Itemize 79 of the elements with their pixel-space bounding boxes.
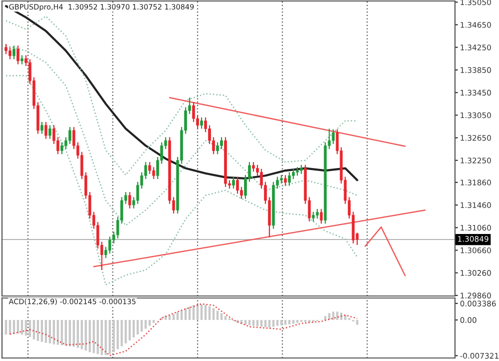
bar [224,316,227,320]
bar [176,312,179,320]
candlestick [292,168,295,180]
line-series [5,74,358,286]
bar [292,320,294,324]
bar [128,320,131,340]
candlestick [128,191,132,209]
candlestick [152,166,156,180]
bar [96,320,99,354]
candlestick [220,136,223,150]
bar [20,320,24,335]
candlestick [8,46,12,60]
bar [208,306,211,320]
candlestick [312,211,315,222]
candlestick [236,176,239,194]
bar [48,320,51,344]
bar [92,320,95,354]
bar [252,320,255,326]
bar [268,320,271,328]
candlestick [16,45,20,65]
candlestick [192,102,195,122]
bar [132,320,135,338]
bar [296,320,298,323]
bar [212,308,215,320]
candlestick [20,54,24,65]
bar [88,320,91,352]
line-series [5,45,358,226]
candlestick [252,162,255,172]
bar [136,320,139,335]
bar [36,320,40,341]
bar [332,312,334,320]
bar [356,320,358,325]
candlestick [48,124,52,140]
bar [264,320,267,328]
candlestick [12,45,16,60]
candlestick [300,164,303,174]
bar [328,313,330,320]
candlestick [332,128,335,145]
bar [272,320,274,327]
bar [140,320,143,332]
bar [4,320,8,335]
bar [124,320,127,344]
bar [340,312,342,320]
line-series [9,303,358,356]
candlestick [60,142,64,155]
bar [336,312,338,320]
bar [256,320,259,326]
bar [344,315,346,320]
bar [308,320,310,322]
bar [204,304,207,320]
candlestick [320,208,323,224]
candlestick [316,208,319,220]
candlestick [44,121,48,140]
candlestick [200,116,203,130]
bar [116,320,119,350]
bar [100,320,103,356]
bar [260,320,263,327]
candlestick [216,142,219,155]
bar [172,314,175,320]
candlestick [288,172,291,186]
candlestick [284,174,287,186]
bar [120,320,123,346]
bar [248,320,251,326]
candlestick [40,121,44,134]
bar [220,313,223,320]
bar [288,320,290,324]
bar [84,320,87,351]
bar [104,320,107,356]
bar [216,310,219,320]
candlestick [148,162,152,174]
candlestick [4,43,8,55]
bar [200,304,203,320]
bar [188,306,191,320]
candlestick [68,126,72,145]
bar [108,320,111,354]
bar [144,320,147,329]
candlestick [232,176,235,190]
bar [284,320,286,325]
bar [324,316,326,320]
